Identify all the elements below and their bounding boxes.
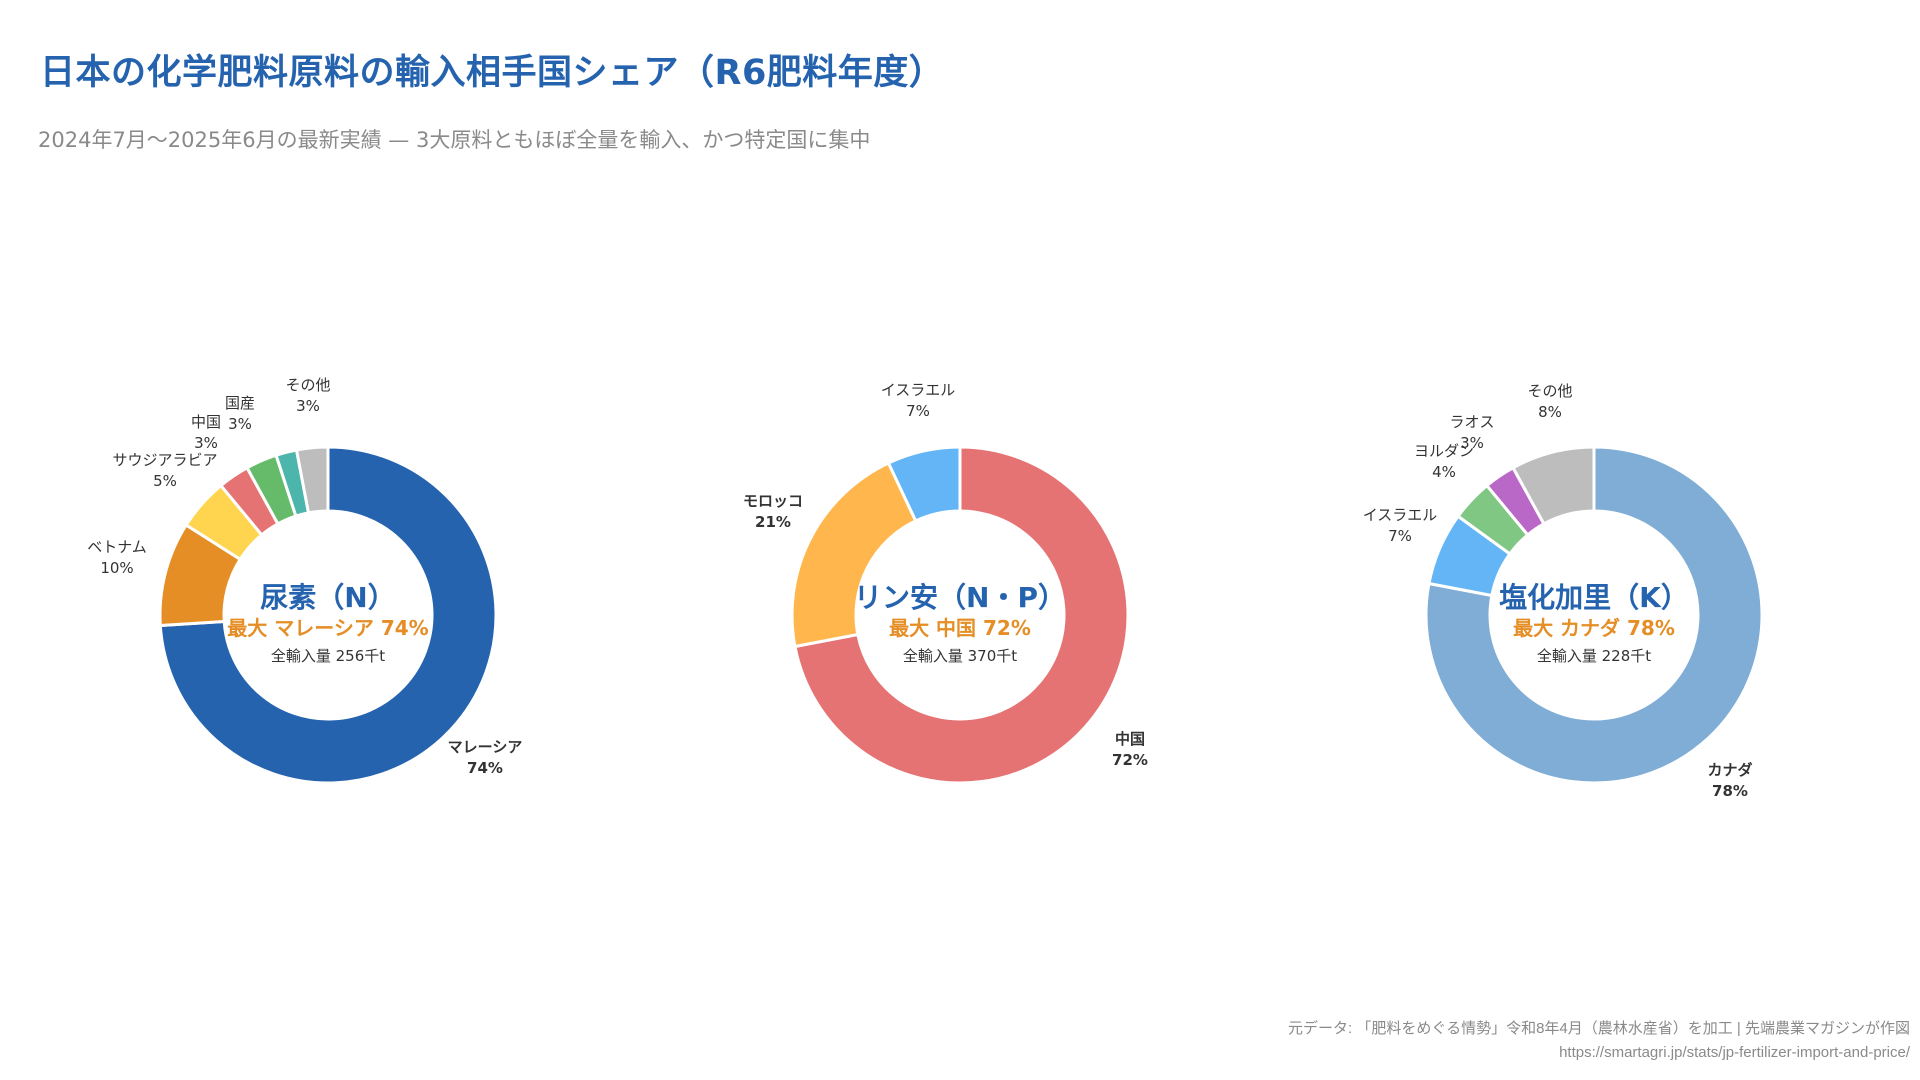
slice-value-label: 72% xyxy=(1112,751,1148,769)
slice-value-label: 7% xyxy=(906,402,930,420)
donut-center-title: リン安（N・P） xyxy=(854,581,1066,614)
donut-slice-イスラエル xyxy=(886,445,962,523)
donut-slice-マレーシア xyxy=(158,445,498,785)
slice-value-label: 74% xyxy=(467,759,503,777)
slice-label: その他 xyxy=(285,376,330,394)
source-url: https://smartagri.jp/stats/jp-fertilizer… xyxy=(1559,1044,1910,1061)
slice-label: ラオス xyxy=(1449,413,1494,431)
slice-label: ヨルダン xyxy=(1414,442,1474,460)
slice-value-label: 3% xyxy=(296,397,320,415)
slice-label: ベトナム xyxy=(87,538,147,556)
donut-chart-3: カナダ 78% イスラエル 7% ヨルダン 4% ラオス 3% その他 8% 塩化加里（K）最大 カ… xyxy=(1363,382,1764,800)
slice-label: カナダ xyxy=(1707,761,1752,779)
donut-slice-その他 xyxy=(294,445,330,515)
slice-label: サウジアラビア xyxy=(112,451,217,469)
slice-value-label: 78% xyxy=(1712,782,1748,800)
donut-center-highlight: 最大 マレーシア 74% xyxy=(227,616,428,640)
donut-slice-カナダ xyxy=(1424,445,1764,785)
slice-value-label: 3% xyxy=(228,415,252,433)
donut-chart-1: マレーシア 74% ベトナム 10% サウジアラビア 5% 中国 3% 国産 3% その他 3% 尿素（… xyxy=(87,376,523,785)
slice-value-label: 5% xyxy=(153,472,177,490)
slice-label: イスラエル xyxy=(881,381,956,399)
slice-value-label: 7% xyxy=(1388,527,1412,545)
slice-value-label: 21% xyxy=(755,513,791,531)
donut-center-title: 尿素（N） xyxy=(260,581,395,614)
source-note: 元データ: 「肥料をめぐる情勢」令和8年4月（農林水産省）を加工 | 先端農業マ… xyxy=(1288,1020,1910,1037)
chart-subtitle: 2024年7月〜2025年6月の最新実績 — 3大原料ともほぼ全量を輸入、かつ特… xyxy=(38,128,871,152)
slice-label: 中国 xyxy=(191,413,221,431)
slice-label: 中国 xyxy=(1115,730,1145,748)
slice-value-label: 4% xyxy=(1432,463,1456,481)
donut-center-total: 全輸入量 370千t xyxy=(903,647,1017,665)
donut-center-highlight: 最大 中国 72% xyxy=(889,616,1031,640)
donut-center-total: 全輸入量 256千t xyxy=(271,647,385,665)
donut-slice-その他 xyxy=(1511,445,1596,526)
slice-label: イスラエル xyxy=(1363,506,1438,524)
slice-value-label: 10% xyxy=(100,559,133,577)
donut-slice-中国 xyxy=(793,445,1130,785)
donut-center-highlight: 最大 カナダ 78% xyxy=(1513,616,1675,640)
donut-center-total: 全輸入量 228千t xyxy=(1537,647,1651,665)
slice-label: モロッコ xyxy=(743,492,803,510)
slice-label: 国産 xyxy=(225,394,255,412)
footer: 元データ: 「肥料をめぐる情勢」令和8年4月（農林水産省）を加工 | 先端農業マ… xyxy=(1288,1017,1910,1065)
slice-value-label: 3% xyxy=(194,434,218,452)
slice-value-label: 3% xyxy=(1460,434,1484,452)
chart-title: 日本の化学肥料原料の輸入相手国シェア（R6肥料年度） xyxy=(40,53,945,93)
donut-center-title: 塩化加里（K） xyxy=(1499,581,1689,614)
donut-chart-2: 中国 72% モロッコ 21% イスラエル 7% リン安（N・P）最大 中国 72% 全輸入量… xyxy=(743,381,1148,785)
slice-value-label: 8% xyxy=(1538,403,1562,421)
slice-label: マレーシア xyxy=(448,738,523,756)
slice-label: その他 xyxy=(1527,382,1572,400)
